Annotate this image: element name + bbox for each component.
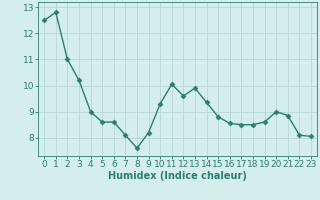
X-axis label: Humidex (Indice chaleur): Humidex (Indice chaleur) (108, 171, 247, 181)
